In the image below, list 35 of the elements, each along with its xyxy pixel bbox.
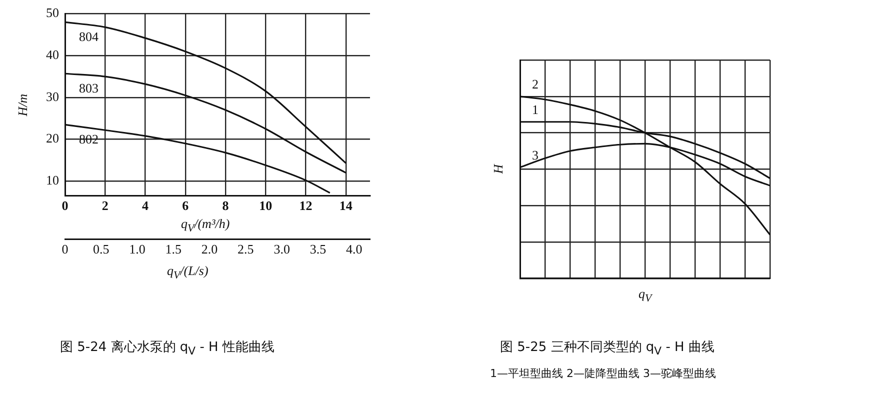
x-tick-label: 8 bbox=[222, 198, 230, 213]
x2-tick-label: 4.0 bbox=[346, 242, 362, 257]
x2-tick-label: 1.5 bbox=[165, 242, 182, 257]
y-tick-label: 30 bbox=[46, 88, 59, 104]
y-tick-label: 20 bbox=[46, 130, 59, 146]
text: 1—平坦型曲线 2—陡降型曲线 3—驼峰型曲线 bbox=[490, 366, 716, 381]
series-label: 803 bbox=[79, 80, 98, 96]
x2-tick-label: 0.5 bbox=[93, 242, 110, 257]
x2-tick-label: 2.5 bbox=[238, 242, 254, 257]
x2-tick-label: 3.5 bbox=[310, 242, 326, 257]
x-tick-label: 10 bbox=[259, 198, 272, 213]
x-tick-label: 2 bbox=[102, 198, 108, 213]
y-tick-label: 10 bbox=[46, 172, 59, 188]
x-tick-label: 6 bbox=[182, 198, 190, 213]
y-axis-title: H bbox=[490, 164, 506, 174]
x-axis-title: q$_{V}$/(m³/h) bbox=[180, 216, 230, 234]
y-tick-label: 50 bbox=[46, 5, 59, 20]
series-label: 3 bbox=[532, 147, 538, 162]
x2-tick-label: 3.0 bbox=[274, 242, 290, 257]
x-tick-label: 12 bbox=[299, 198, 312, 213]
y-axis-title: H/m bbox=[15, 94, 32, 116]
y-tick-label: 40 bbox=[46, 47, 59, 62]
x-tick-label: 0 bbox=[62, 198, 68, 213]
text: 图 5-25 三种不同类型的 q$_{V}$ - H 曲线 bbox=[500, 339, 714, 358]
x2-tick-label: 1.0 bbox=[129, 242, 146, 257]
x2-axis-title: q$_{V}$/(L/s) bbox=[167, 263, 208, 282]
series-label: 804 bbox=[79, 29, 99, 44]
series-label: 2 bbox=[532, 76, 538, 92]
x2-tick-label: 2.0 bbox=[201, 242, 218, 257]
x-axis-title: q$_{V}$ bbox=[638, 286, 652, 305]
series-label: 1 bbox=[532, 102, 538, 117]
text: 图 5-24 离心水泵的 q$_{V}$ - H 性能曲线 bbox=[60, 339, 274, 358]
x-tick-label: 4 bbox=[142, 198, 150, 213]
x-tick-label: 14 bbox=[339, 198, 353, 213]
x2-tick-label: 0 bbox=[62, 242, 68, 257]
